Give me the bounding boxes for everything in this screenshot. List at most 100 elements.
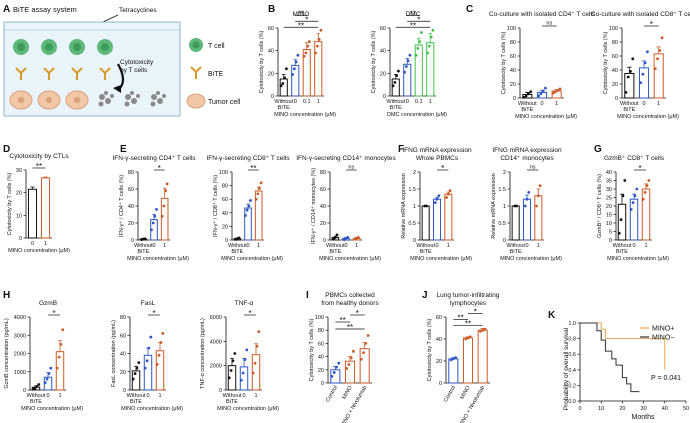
data-point	[658, 49, 662, 52]
panel-letter: C	[466, 4, 473, 15]
data-point	[515, 204, 518, 208]
legend-bite-label: BiTE	[208, 71, 224, 78]
bar	[448, 358, 459, 384]
category-label: 1	[644, 243, 647, 249]
data-point	[352, 349, 355, 353]
chart-e2: IFN-γ-secreting CD8⁺ T cells 0 20 40 60 80 100…	[206, 155, 290, 262]
category-label: 0	[632, 243, 635, 249]
data-point	[304, 51, 308, 55]
y-tick-label: 20	[380, 71, 386, 77]
y-tick-label: 30	[606, 187, 612, 193]
data-point	[359, 357, 363, 361]
data-point	[157, 353, 161, 357]
category-label: Without BiTE	[620, 101, 639, 113]
data-point	[653, 67, 657, 70]
data-point	[631, 57, 635, 61]
data-point	[229, 369, 233, 372]
y-tick-label: 0	[23, 388, 26, 394]
y-tick-label: 2	[413, 170, 416, 176]
tumor-row	[9, 90, 166, 110]
chart-title: Co-culture with isolated CD8⁺ T cells	[591, 11, 690, 18]
data-point	[33, 386, 37, 390]
data-point	[345, 367, 348, 370]
data-point	[429, 35, 433, 39]
x-axis-label: MINO concentration (μM)	[217, 406, 279, 412]
data-point	[233, 352, 237, 355]
x-axis-label: MINO concentration (μM)	[607, 256, 669, 262]
y-tick-label: 25	[606, 196, 612, 202]
panel-a-letter: A	[3, 4, 10, 15]
y-tick-label: 2000	[210, 364, 222, 370]
category-label: 0	[642, 101, 645, 107]
panel-letter: G	[594, 144, 602, 155]
data-point	[641, 197, 645, 201]
data-point	[356, 236, 360, 239]
data-point	[643, 191, 647, 194]
data-point	[445, 196, 448, 199]
data-point	[244, 214, 247, 217]
bar	[432, 198, 442, 241]
data-point	[481, 328, 485, 332]
category-label: Control	[443, 385, 457, 403]
data-point	[330, 375, 334, 378]
significance-label: *	[305, 15, 308, 24]
y-tick-label: 0	[513, 96, 516, 102]
y-axis-label: IFN-γ⁺ / CD8⁺ T cells (%)	[212, 175, 219, 237]
data-point	[347, 363, 351, 366]
data-point	[153, 214, 157, 218]
data-point	[656, 57, 659, 61]
category-label: 0	[294, 99, 297, 105]
category-label: 0	[540, 101, 543, 107]
y-tick-label: 40	[318, 355, 324, 361]
data-point	[239, 378, 243, 382]
y-tick-label: 1.5	[408, 187, 416, 193]
bite-icon	[43, 67, 55, 80]
category-label: MINO	[459, 384, 472, 400]
data-point	[294, 60, 298, 64]
x-axis-label: MINO concentration (μM)	[319, 256, 381, 262]
km-x-tick-label: 50	[683, 406, 689, 412]
km-y-tick-label: 0.4	[568, 368, 576, 374]
y-tick-label: 15	[606, 213, 612, 219]
data-point	[522, 95, 526, 99]
data-point	[617, 231, 621, 235]
y-tick-label: 10	[16, 213, 22, 219]
data-point	[406, 59, 410, 63]
y-tick-label: 60	[320, 187, 326, 193]
chart-title: Co-culture with isolated CD4⁺ T cells	[489, 11, 596, 18]
y-tick-label: 0.5	[498, 221, 506, 227]
cytotoxicity-label: Cytotoxicity by T cells	[120, 59, 155, 74]
data-point	[59, 342, 63, 346]
bar	[27, 188, 38, 239]
data-point	[283, 76, 287, 80]
y-tick-label: 40	[320, 204, 326, 210]
data-point	[449, 358, 453, 362]
chart-title: GzmB⁺ CD8⁺ T cells	[604, 155, 665, 162]
data-point	[541, 89, 545, 93]
category-label: MINO	[341, 384, 354, 400]
km-curve-mino-plus	[580, 322, 666, 370]
bar	[359, 348, 370, 384]
data-point	[624, 91, 628, 94]
category-label: Without BiTE	[506, 243, 525, 255]
significance-label: **	[347, 323, 353, 332]
data-point	[414, 53, 418, 57]
y-tick-label: 40	[436, 337, 442, 343]
data-point	[55, 366, 59, 370]
category-label: 1	[257, 243, 260, 249]
chart-title: lymphocytes	[450, 300, 487, 307]
y-axis-label: IFN-γ⁺ / CD4⁺ T cells (%)	[118, 175, 125, 237]
category-label: 0	[46, 393, 49, 399]
significance-label: *	[248, 309, 251, 318]
category-label: 1	[254, 393, 257, 399]
category-label: 0	[152, 243, 155, 249]
x-axis-label: MINO concentration (μM)	[127, 256, 189, 262]
x-axis-label: MINO concentration (μM)	[221, 256, 283, 262]
data-point	[395, 74, 399, 77]
data-point	[155, 363, 159, 366]
data-point	[159, 341, 163, 344]
